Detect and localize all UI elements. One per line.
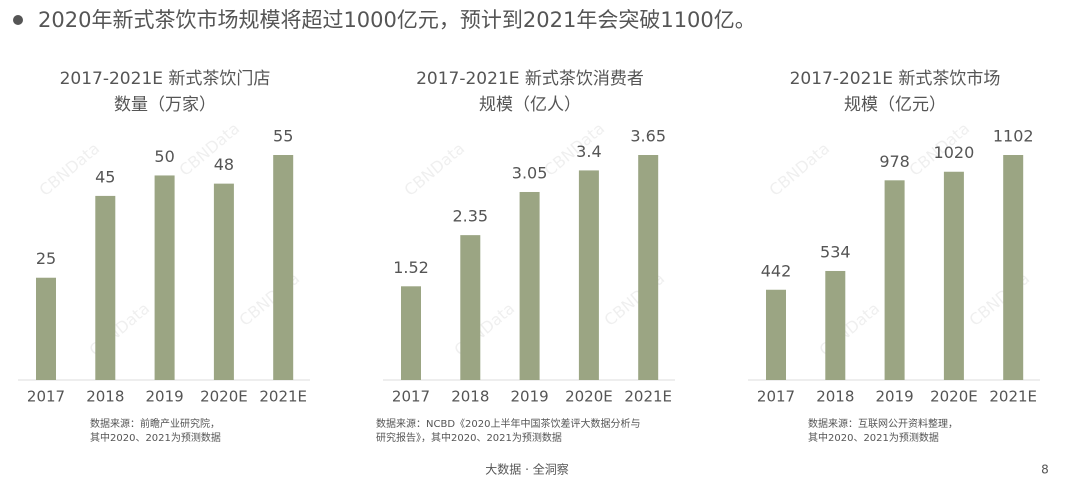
x-tick-label: 2018 bbox=[451, 388, 489, 406]
x-tick-label: 2017 bbox=[757, 388, 795, 406]
headline: 2020年新式茶饮市场规模将超过1000亿元，预计到2021年会突破1100亿。 bbox=[38, 8, 756, 32]
value-label: 534 bbox=[820, 242, 851, 261]
watermark: CBNData bbox=[401, 139, 469, 200]
bar bbox=[460, 235, 481, 380]
x-tick-label: 2017 bbox=[27, 388, 65, 406]
value-label: 1020 bbox=[934, 143, 975, 162]
bar bbox=[154, 175, 175, 380]
value-label: 45 bbox=[95, 167, 115, 186]
bar bbox=[825, 270, 846, 380]
value-label: 25 bbox=[36, 249, 56, 268]
x-tick-label: 2021E bbox=[624, 388, 672, 406]
source-note: 数据来源：NCBD《2020上半年中国茶饮差评大数据分析与 bbox=[376, 417, 640, 430]
chart-title: 数量（万家） bbox=[114, 95, 216, 115]
x-tick-label: 2021E bbox=[259, 388, 307, 406]
bar bbox=[401, 286, 421, 380]
value-label: 3.4 bbox=[576, 142, 601, 161]
x-tick-label: 2020E bbox=[200, 388, 248, 406]
x-tick-label: 2019 bbox=[146, 388, 184, 406]
bar bbox=[519, 191, 540, 380]
page-number: 8 bbox=[1041, 463, 1049, 477]
source-note: 其中2020、2021为预测数据 bbox=[90, 431, 221, 444]
x-tick-label: 2021E bbox=[989, 388, 1037, 406]
bar bbox=[36, 277, 56, 380]
value-label: 55 bbox=[273, 127, 293, 146]
x-tick-label: 2019 bbox=[876, 388, 914, 406]
chart-title: 2017-2021E 新式茶饮门店 bbox=[60, 69, 271, 89]
source-note: 数据来源：互联网公开资料整理， bbox=[808, 417, 958, 430]
chart-title: 2017-2021E 新式茶饮市场 bbox=[790, 69, 1001, 89]
bar bbox=[95, 195, 116, 380]
bar bbox=[578, 170, 599, 380]
x-tick-label: 2018 bbox=[86, 388, 124, 406]
chart-title: 2017-2021E 新式茶饮消费者 bbox=[416, 69, 644, 89]
x-tick-label: 2020E bbox=[930, 388, 978, 406]
bar bbox=[1003, 155, 1024, 380]
value-label: 442 bbox=[761, 261, 792, 280]
source-note: 其中2020、2021为预测数据 bbox=[808, 431, 939, 444]
bar bbox=[273, 155, 294, 380]
bar bbox=[766, 289, 786, 380]
source-note: 数据来源：前瞻产业研究院， bbox=[90, 417, 220, 430]
chart-title: 规模（亿元） bbox=[844, 95, 946, 115]
chart-title: 规模（亿人） bbox=[479, 95, 581, 115]
value-label: 2.35 bbox=[452, 207, 488, 226]
watermark: CBNData bbox=[36, 139, 104, 200]
value-label: 978 bbox=[879, 152, 910, 171]
bar bbox=[884, 180, 905, 380]
value-label: 1102 bbox=[993, 127, 1034, 146]
value-label: 1.52 bbox=[393, 258, 429, 277]
x-tick-label: 2018 bbox=[816, 388, 854, 406]
footer-slogan: 大数据 · 全洞察 bbox=[485, 462, 568, 477]
x-tick-label: 2017 bbox=[392, 388, 430, 406]
value-label: 48 bbox=[214, 155, 234, 174]
x-tick-label: 2020E bbox=[565, 388, 613, 406]
value-label: 50 bbox=[154, 147, 174, 166]
bar bbox=[213, 183, 234, 380]
bar bbox=[943, 171, 964, 380]
bullet bbox=[13, 15, 23, 25]
x-tick-label: 2019 bbox=[511, 388, 549, 406]
source-note: 研究报告》，其中2020、2021为预测数据 bbox=[376, 431, 562, 444]
value-label: 3.65 bbox=[630, 127, 666, 146]
watermark: CBNData bbox=[766, 139, 834, 200]
bar bbox=[638, 155, 659, 380]
value-label: 3.05 bbox=[512, 163, 548, 182]
